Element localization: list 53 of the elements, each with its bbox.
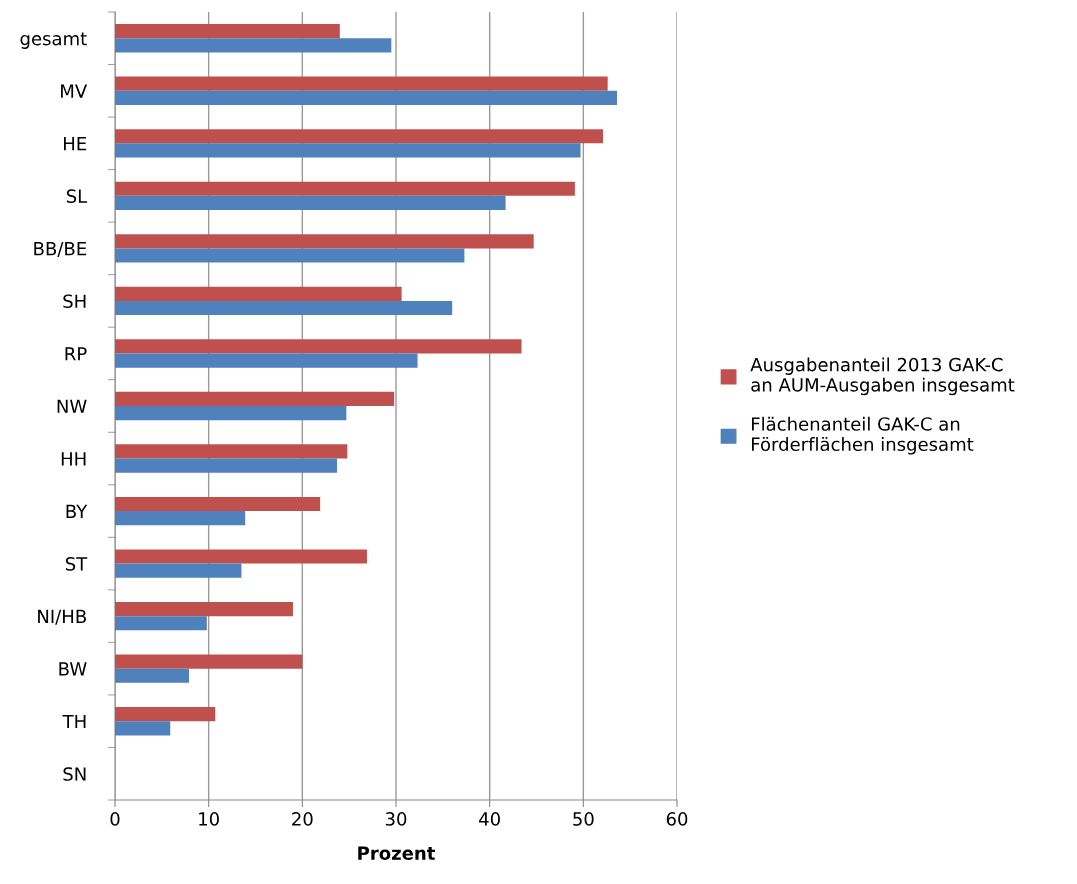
bar	[115, 129, 603, 144]
bar	[115, 234, 534, 249]
bar	[115, 549, 367, 564]
bar	[115, 458, 337, 473]
bar	[115, 616, 207, 631]
x-tick-label: 60	[666, 812, 688, 826]
bar	[115, 195, 506, 211]
x-tick-label: 30	[385, 812, 407, 826]
x-axis-title: Prozent	[358, 846, 435, 860]
bar	[115, 300, 453, 316]
y-tick-label: gesamt	[20, 32, 87, 49]
bar	[115, 406, 347, 421]
x-tick-label: 20	[292, 812, 313, 826]
bar	[115, 181, 575, 196]
bar	[115, 563, 242, 578]
legend-label: Ausgabenanteil 2013 GAK-C an AUM-Ausgaben insgesamt	[750, 357, 1015, 396]
bar	[115, 38, 392, 53]
y-tick-label: MV	[61, 84, 88, 98]
y-tick-label: NI/HB	[38, 609, 86, 625]
bar	[115, 668, 189, 683]
bar	[115, 511, 246, 526]
bar	[115, 24, 340, 39]
x-tick-label: 10	[199, 812, 219, 826]
bar	[115, 496, 321, 512]
y-tick-label: BB/BE	[34, 242, 87, 257]
bar	[115, 143, 581, 158]
bar	[115, 444, 348, 459]
bar	[115, 391, 395, 406]
bar	[115, 654, 303, 669]
bar	[115, 721, 171, 736]
y-tick-label: ST	[65, 557, 88, 571]
bar	[115, 339, 522, 354]
y-tick-label: BW	[59, 662, 87, 676]
y-tick-label: TH	[62, 714, 86, 729]
y-tick-label: NW	[57, 399, 87, 413]
bar	[115, 601, 293, 617]
y-tick-label: SL	[66, 189, 88, 203]
y-tick-label: SH	[63, 294, 86, 309]
y-tick-label: SN	[63, 767, 86, 781]
x-tick-label: 50	[573, 812, 594, 826]
legend-label: Flächenanteil GAK-C an Förderflächen insgesamt	[752, 416, 974, 455]
bar	[115, 76, 608, 91]
bar	[115, 286, 402, 301]
bar	[115, 248, 465, 263]
y-tick-label: HE	[64, 137, 87, 151]
y-tick-label: BY	[66, 504, 88, 518]
bar	[115, 90, 618, 105]
bar	[115, 353, 418, 368]
y-tick-label: HH	[61, 452, 86, 466]
y-tick-label: RP	[65, 347, 87, 361]
bar	[115, 707, 216, 722]
x-tick-label: 0	[110, 812, 120, 826]
x-tick-label: 40	[479, 812, 500, 826]
